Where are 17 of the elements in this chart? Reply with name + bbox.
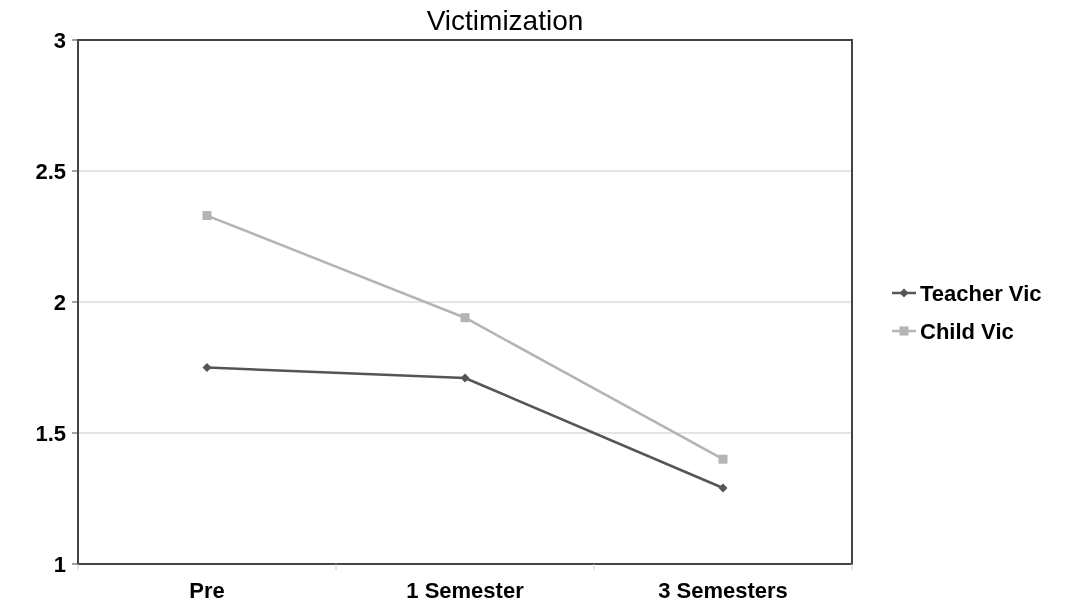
point bbox=[460, 313, 470, 323]
y-tick-label: 1 bbox=[53, 551, 66, 577]
y-tick-label: 3 bbox=[53, 27, 66, 53]
point bbox=[460, 373, 470, 383]
y-tick-label: 1.5 bbox=[35, 420, 66, 446]
point bbox=[718, 454, 728, 464]
point bbox=[718, 483, 728, 493]
x-tick-label: 1 Semester bbox=[406, 578, 525, 603]
point bbox=[202, 363, 212, 372]
x-tick-label: 3 Semesters bbox=[658, 578, 788, 603]
point bbox=[202, 211, 212, 221]
chart-title: Victimization bbox=[426, 5, 584, 36]
legend-label: Teacher Vic bbox=[920, 280, 1042, 306]
y-tick-label: 2.5 bbox=[35, 158, 66, 184]
legend-label: Child Vic bbox=[920, 318, 1014, 344]
x-tick-label: Pre bbox=[189, 578, 225, 603]
y-tick-label: 2 bbox=[53, 289, 66, 315]
